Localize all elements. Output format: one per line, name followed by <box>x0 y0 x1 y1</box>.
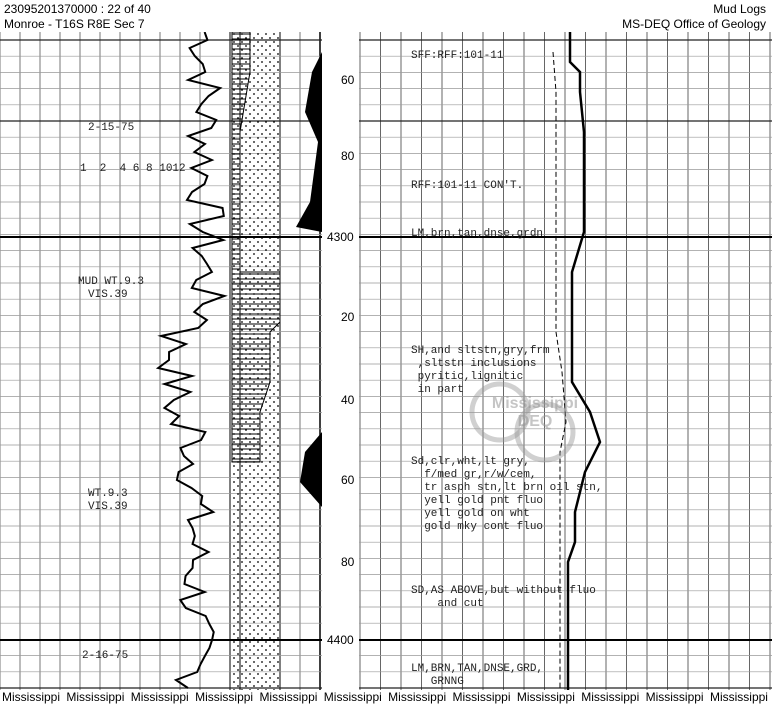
footer-watermark-text: Mississippi <box>259 690 318 704</box>
scale-note: 1 2 4 6 8 1012 <box>80 163 186 175</box>
depth-label: 40 <box>340 393 356 407</box>
depth-label: 60 <box>340 73 356 87</box>
footer-watermark-text: Mississippi <box>581 690 640 704</box>
drilling-rate-curve <box>155 32 228 689</box>
depth-label: 4400 <box>326 633 355 647</box>
lithology-description: Sd,clr,wht,lt gry, f/med gr,r/w/cem, tr … <box>411 456 603 533</box>
viscosity-note: VIS.39 <box>88 289 128 301</box>
footer-watermark-text: Mississippi <box>452 690 511 704</box>
watermark-text: Mississippi <box>491 395 579 412</box>
lithology-description: LM,BRN,TAN,DNSE,GRD, GRNNG <box>411 663 544 688</box>
depth-label: 4300 <box>326 230 355 244</box>
lithology-description: SD,AS ABOVE,but without fluo and cut <box>411 585 596 610</box>
footer-watermark-text: Mississippi <box>709 690 768 704</box>
depth-label: 20 <box>340 310 356 324</box>
depth-label: 80 <box>340 149 356 163</box>
depth-track <box>322 32 359 690</box>
viscosity-note: VIS.39 <box>88 501 128 513</box>
date-note: 2-15-75 <box>88 122 135 134</box>
footer-watermark-text: Mississippi <box>388 690 447 704</box>
watermark-circle <box>469 381 531 443</box>
footer-watermark-text: Mississippi <box>323 690 382 704</box>
lithology-description: RFF:101-11 CON'T. <box>411 180 524 192</box>
mud-weight-note: MUD WT.9.3 <box>78 276 145 288</box>
watermark-circle <box>514 401 576 463</box>
watermark-logo: Mississippi DEQ <box>470 395 600 431</box>
watermark-text: DEQ <box>517 413 553 430</box>
footer-watermark-text: Mississippi <box>66 690 125 704</box>
mud-log-scan <box>0 32 772 690</box>
agency: MS-DEQ Office of Geology <box>622 17 766 31</box>
footer-watermark-text: Mississippi <box>130 690 189 704</box>
footer-watermark-text: Mississippi <box>645 690 704 704</box>
gas-curve <box>566 32 602 690</box>
footer: Mississippi Mississippi Mississippi Mississ… <box>2 690 768 704</box>
depth-label: 80 <box>340 555 356 569</box>
footer-watermark-text: Mississippi <box>2 690 61 704</box>
shale-interval <box>231 32 281 463</box>
lithology-description: LM,brn,tan,dnse,grdn <box>411 228 544 240</box>
document-id: 23095201370000 : 22 of 40 <box>4 2 151 16</box>
lithology-description: SH,and sltstn,gry,frm ,sltstn inclusions… <box>411 345 550 396</box>
gas-show-fill <box>296 52 322 507</box>
category: Mud Logs <box>713 2 766 16</box>
mud-weight-note: WT.9.3 <box>88 488 128 500</box>
footer-watermark-text: Mississippi <box>516 690 575 704</box>
lithology-description: SFF:RFF:101-11 <box>411 50 504 62</box>
chromatograph-curve <box>552 51 567 690</box>
footer-watermark-text: Mississippi <box>195 690 254 704</box>
date-note: 2-16-75 <box>82 650 129 662</box>
location: Monroe - T16S R8E Sec 7 <box>4 17 145 31</box>
depth-label: 60 <box>340 473 356 487</box>
